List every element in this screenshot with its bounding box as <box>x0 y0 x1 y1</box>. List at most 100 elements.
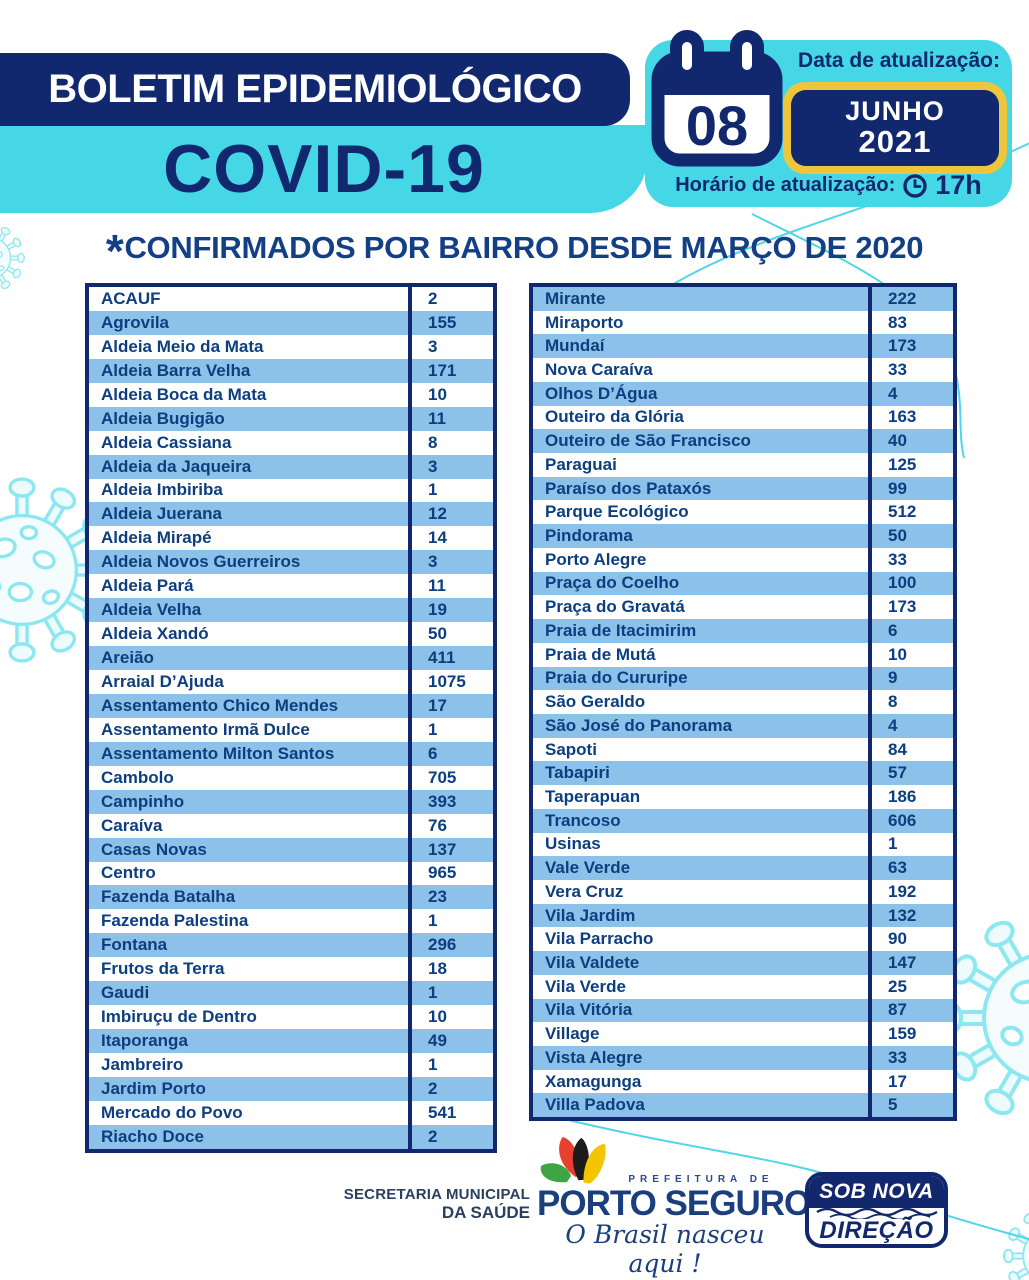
table-row: São José do Panorama 4 <box>533 713 953 738</box>
table-row: Praia do Cururipe 9 <box>533 666 953 691</box>
table-row: Vila Vitória 87 <box>533 998 953 1023</box>
case-count: 155 <box>428 312 457 332</box>
header-banner: BOLETIM EPIDEMIOLÓGICO <box>0 53 630 126</box>
table-row: Praia de Mutá 10 <box>533 642 953 667</box>
case-count: 296 <box>428 935 457 955</box>
bairro-name: Mirante <box>533 287 872 311</box>
table-row: Vila Jardim 132 <box>533 903 953 928</box>
bairro-name: Itaporanga <box>89 1029 412 1053</box>
case-count: 222 <box>888 288 917 308</box>
bairro-name: Aldeia Boca da Mata <box>89 382 412 407</box>
bairro-name: Vale Verde <box>533 856 872 880</box>
update-time-row: Horário de atualização: 17h <box>645 170 1012 201</box>
day-value: 08 <box>686 94 748 157</box>
bairro-name: Imbiruçu de Dentro <box>89 1005 412 1030</box>
table-row: Aldeia Velha 19 <box>89 598 493 623</box>
bairro-name: Aldeia Mirapé <box>89 526 412 551</box>
case-count: 541 <box>428 1102 457 1122</box>
table-row: Aldeia Juerana 12 <box>89 502 493 527</box>
bairro-name: Campinho <box>89 789 412 814</box>
bairro-name: Vila Jardim <box>533 903 872 928</box>
case-count: 100 <box>888 573 917 593</box>
table-row: Outeiro da Glória 163 <box>533 405 953 430</box>
table-row: Porto Alegre 33 <box>533 547 953 572</box>
table-row: Tabapiri 57 <box>533 761 953 786</box>
table-row: Aldeia da Jaqueira 3 <box>89 454 493 479</box>
case-count: 132 <box>888 905 917 925</box>
calendar-icon: 08 <box>651 30 783 167</box>
bairro-name: Olhos D’Água <box>533 381 872 406</box>
table-row: Gaudi 1 <box>89 981 493 1006</box>
bairro-name: Assentamento Chico Mendes <box>89 693 412 718</box>
bairro-name: São Geraldo <box>533 690 872 714</box>
table-row: Arraial D’Ajuda 1075 <box>89 670 493 694</box>
bairro-name: Aldeia da Jaqueira <box>89 454 412 479</box>
table-row: Centro 965 <box>89 861 493 886</box>
clock-icon <box>903 173 927 198</box>
table-row: Vera Cruz 192 <box>533 879 953 904</box>
case-count: 49 <box>428 1031 447 1051</box>
case-count: 33 <box>888 549 907 569</box>
secretaria-line1: SECRETARIA MUNICIPAL <box>343 1186 530 1203</box>
leaves-logo-icon <box>540 1137 606 1184</box>
covid-banner: COVID-19 <box>0 125 648 213</box>
case-count: 33 <box>888 360 907 380</box>
bairro-name: Praia do Cururipe <box>533 666 872 691</box>
table-row: Aldeia Imbiriba 1 <box>89 478 493 503</box>
case-count: 1 <box>428 480 438 500</box>
bairro-name: Nova Caraíva <box>533 358 872 382</box>
bairro-name: Caraíva <box>89 813 412 838</box>
bairro-name: ACAUF <box>89 287 412 311</box>
case-count: 63 <box>888 858 907 878</box>
table-row: Campinho 393 <box>89 789 493 814</box>
case-count: 4 <box>888 715 898 735</box>
case-count: 8 <box>428 432 438 452</box>
table-row: Mundaí 173 <box>533 334 953 359</box>
bairro-name: Paraíso dos Pataxós <box>533 476 872 501</box>
prefeitura-logo: PREFEITURA DE PORTO SEGURO O Brasil nasc… <box>537 1130 811 1278</box>
table-row: Aldeia Mirapé 14 <box>89 526 493 551</box>
bairro-name: Village <box>533 1022 872 1046</box>
bairro-name: Outeiro de São Francisco <box>533 429 872 454</box>
table-row: Areião 411 <box>89 646 493 670</box>
case-count: 17 <box>428 695 447 715</box>
case-count: 14 <box>428 528 447 548</box>
bairro-name: Outeiro da Glória <box>533 405 872 430</box>
case-count: 76 <box>428 815 447 835</box>
table-row: Caraíva 76 <box>89 813 493 838</box>
bairro-name: Tabapiri <box>533 761 872 786</box>
badge-bottom-text: DIREÇÃO <box>819 1217 934 1244</box>
table-row: Aldeia Pará 11 <box>89 574 493 599</box>
case-count: 11 <box>428 576 446 596</box>
case-count: 1075 <box>428 671 466 691</box>
bairro-name: São José do Panorama <box>533 713 872 738</box>
case-count: 125 <box>888 454 917 474</box>
bairro-name: Praça do Coelho <box>533 571 872 596</box>
time-label: Horário de atualização: <box>675 174 896 196</box>
case-count: 965 <box>428 863 457 883</box>
table-row: Xamagunga 17 <box>533 1069 953 1094</box>
bairro-name: Aldeia Bugigão <box>89 406 412 431</box>
section-title: *CONFIRMADOS POR BAIRRO DESDE MARÇO DE 2… <box>0 228 1029 274</box>
bairro-name: Aldeia Juerana <box>89 502 412 527</box>
case-count: 1 <box>888 834 898 854</box>
case-count: 8 <box>888 692 898 712</box>
bairro-name: Pindorama <box>533 524 872 548</box>
bairro-name: Jardim Porto <box>89 1076 412 1101</box>
bairro-name: Praia de Mutá <box>533 642 872 667</box>
bairro-name: Areião <box>89 646 412 670</box>
city-name: PORTO SEGURO <box>537 1184 811 1223</box>
prefeitura-label: PREFEITURA DE <box>628 1174 774 1185</box>
date-label: Data de atualização: <box>798 49 1000 72</box>
year-value: 2021 <box>858 123 932 159</box>
case-count: 84 <box>888 739 907 759</box>
table-row: Praça do Gravatá 173 <box>533 595 953 620</box>
bairro-name: Aldeia Novos Guerreiros <box>89 550 412 575</box>
case-count: 163 <box>888 407 917 427</box>
case-count: 25 <box>888 976 907 996</box>
table-row: Imbiruçu de Dentro 10 <box>89 1005 493 1030</box>
table-row: Vila Valdete 147 <box>533 951 953 975</box>
month-box: JUNHO 2021 <box>783 82 1007 174</box>
table-row: Pindorama 50 <box>533 524 953 548</box>
month-value: JUNHO <box>845 96 945 127</box>
